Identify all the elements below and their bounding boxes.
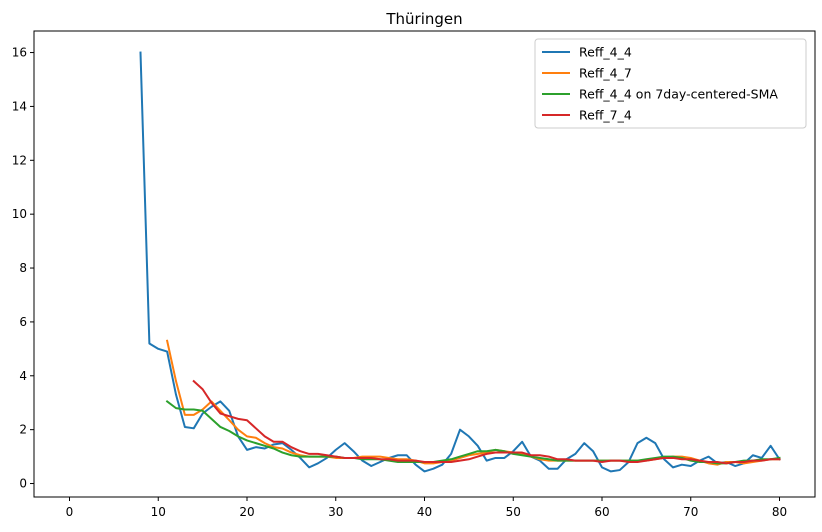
legend-label-1: Reff_4_4	[579, 45, 632, 60]
x-tick-label: 40	[417, 505, 432, 519]
x-tick-label: 20	[239, 505, 254, 519]
y-tick-label: 8	[19, 261, 27, 275]
x-tick-label: 30	[328, 505, 343, 519]
legend-box	[534, 38, 807, 129]
x-tick-label: 50	[506, 505, 521, 519]
x-tick-label: 10	[151, 505, 166, 519]
plot-marks	[139, 51, 781, 473]
legend: Reff_4_4 Reff_4_7 Reff_4_4 on 7day-centere…	[534, 38, 807, 129]
y-axis: 0 2 4 6 8 10 12 14 16	[12, 46, 34, 491]
y-tick-label: 6	[19, 315, 27, 329]
y-tick-label: 16	[12, 46, 27, 60]
y-tick-label: 4	[19, 369, 27, 383]
y-tick-label: 2	[19, 423, 27, 437]
x-tick-label: 80	[772, 505, 787, 519]
y-tick-label: 12	[12, 153, 27, 167]
x-tick-label: 60	[594, 505, 609, 519]
x-tick-label: 70	[683, 505, 698, 519]
series-line-1	[139, 51, 781, 473]
x-axis: 0 10 20 30 40 50 60 70 80	[66, 497, 787, 519]
y-tick-label: 10	[12, 207, 27, 221]
series-line-3	[165, 399, 781, 465]
series-line-4	[192, 379, 781, 465]
legend-label-4: Reff_7_4	[579, 108, 632, 123]
legend-label-2: Reff_4_7	[579, 66, 632, 81]
x-tick-label: 0	[66, 505, 74, 519]
legend-label-3: Reff_4_4 on 7day-centered-SMA	[579, 87, 778, 102]
y-tick-label: 0	[19, 477, 27, 491]
y-tick-label: 14	[12, 99, 27, 113]
chart-title: Thüringen	[385, 10, 462, 28]
